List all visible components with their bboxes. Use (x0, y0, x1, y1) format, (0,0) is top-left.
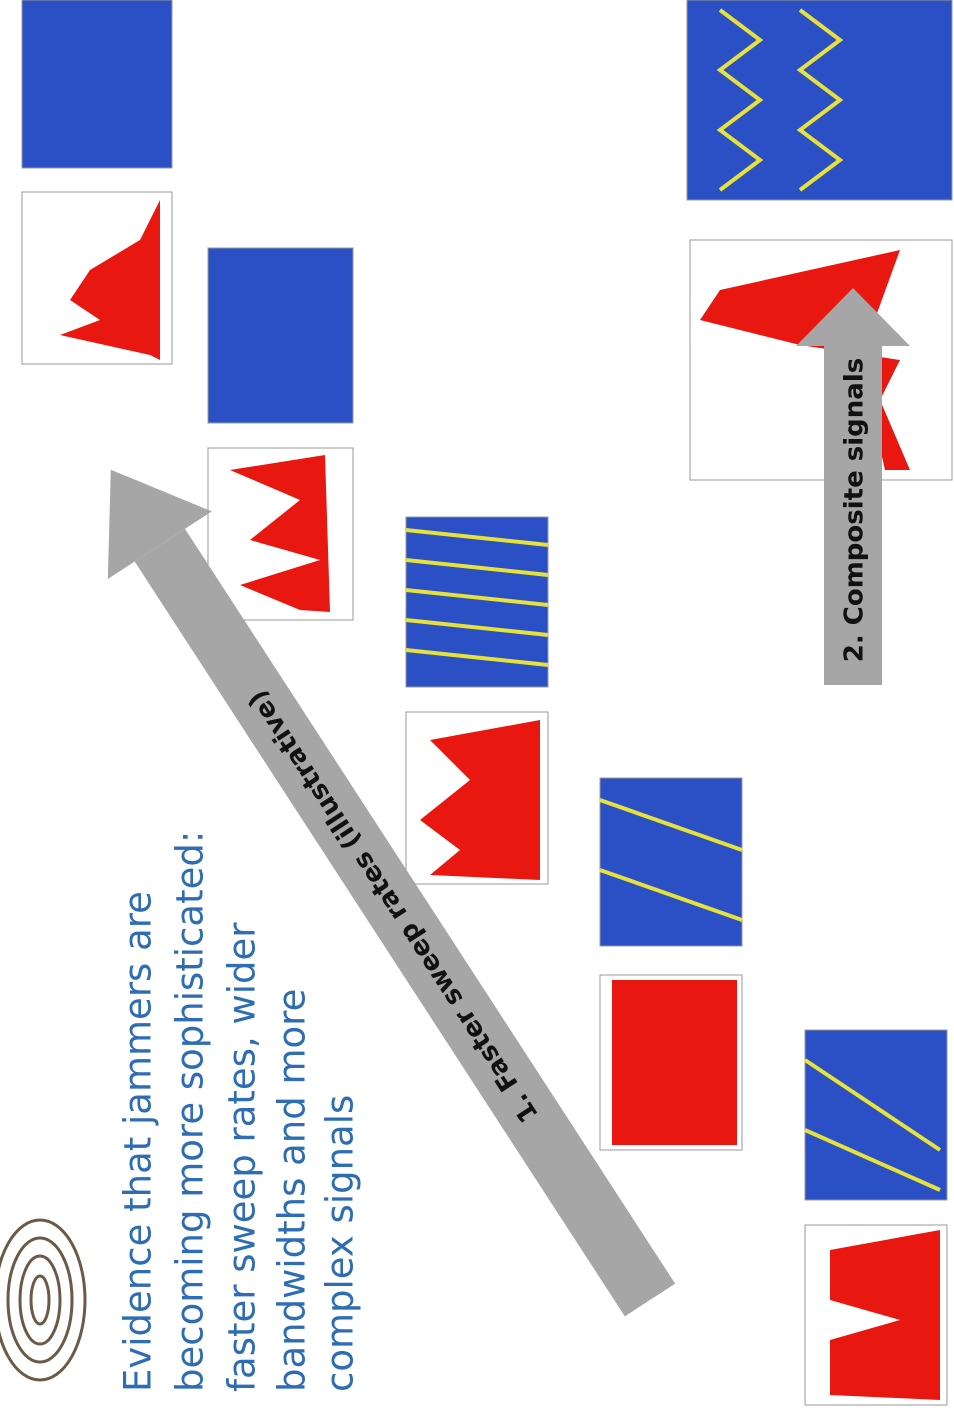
main-text-line: bandwidths and more (271, 989, 314, 1392)
main-text: Evidence that jammers are becoming more s… (117, 831, 362, 1392)
arrow-composite: 2. Composite signals (796, 288, 910, 685)
main-text-line: faster sweep rates, wider (221, 922, 264, 1392)
arrow-composite-label: 2. Composite signals (840, 358, 870, 662)
main-text-line: complex signals (319, 1095, 362, 1392)
fingerprint-icon (0, 1218, 87, 1382)
main-text-line: Evidence that jammers are (117, 891, 160, 1392)
main-text-line: becoming more sophisticated: (169, 831, 212, 1392)
spectrum-panels (21, 0, 953, 1406)
